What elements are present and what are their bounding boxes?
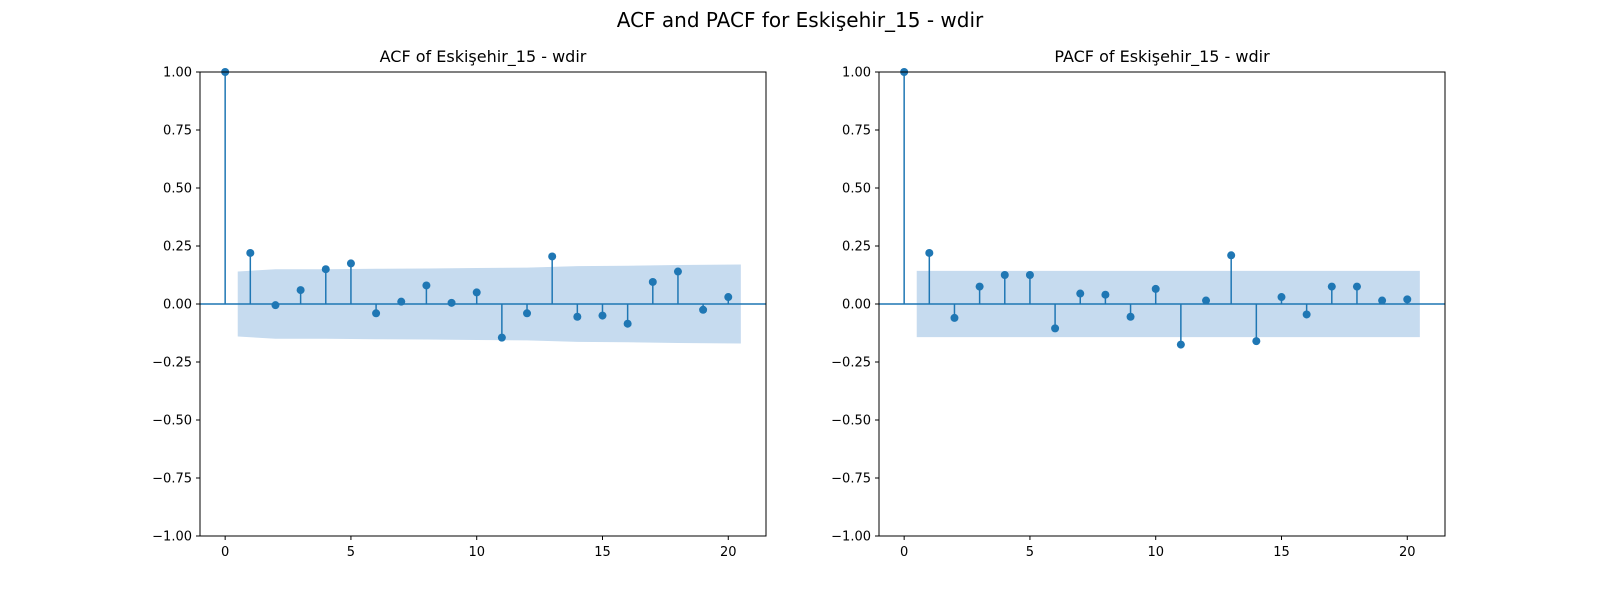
acf-marker-lag-16: [623, 319, 632, 328]
acf-xtick-label: 20: [720, 545, 737, 560]
pacf-marker-lag-19: [1378, 296, 1387, 305]
pacf-marker-lag-17: [1327, 282, 1336, 291]
pacf-marker-lag-15: [1277, 293, 1286, 302]
pacf-panel: 1.00 0.75 0.50 0.25 0.00 −0.25 −0.50 −0.75 −1.00…: [831, 47, 1446, 560]
acf-marker-lag-19: [699, 305, 708, 314]
acf-ytick-label: 0.75: [163, 124, 192, 139]
pacf-ytick-label: −0.25: [831, 356, 871, 371]
pacf-ytick-label: 0.50: [842, 182, 871, 197]
acf-marker-lag-15: [598, 311, 607, 320]
acf-marker-lag-17: [648, 277, 657, 286]
pacf-ytick-label: −0.75: [831, 472, 871, 487]
acf-ytick-label: 0.50: [163, 182, 192, 197]
pacf-marker-lag-18: [1352, 282, 1361, 291]
pacf-marker-lag-1: [925, 248, 934, 257]
pacf-marker-lag-7: [1076, 289, 1085, 298]
pacf-title: PACF of Eskişehir_15 - wdir: [1054, 47, 1270, 67]
pacf-marker-lag-11: [1176, 340, 1185, 349]
acf-xtick-label: 5: [347, 545, 355, 560]
figure-title: ACF and PACF for Eskişehir_15 - wdir: [617, 8, 984, 32]
pacf-marker-lag-16: [1302, 310, 1311, 319]
pacf-ytick-label: −0.50: [831, 414, 871, 429]
pacf-ytick-label: −1.00: [831, 530, 871, 545]
acf-ytick-label: −0.50: [152, 414, 192, 429]
acf-marker-lag-9: [447, 298, 456, 307]
acf-marker-lag-3: [296, 286, 305, 295]
pacf-xtick-label: 10: [1147, 545, 1164, 560]
pacf-xtick-label: 0: [900, 545, 908, 560]
acf-ytick-label: −1.00: [152, 530, 192, 545]
pacf-xtick-label: 20: [1399, 545, 1416, 560]
pacf-xtick-label: 5: [1026, 545, 1034, 560]
pacf-ytick-label: 0.25: [842, 240, 871, 255]
acf-ytick-label: −0.75: [152, 472, 192, 487]
pacf-marker-lag-20: [1403, 295, 1412, 304]
acf-marker-lag-18: [673, 267, 682, 276]
pacf-marker-lag-13: [1227, 251, 1236, 260]
acf-xtick-label: 15: [594, 545, 611, 560]
pacf-xtick-label: 15: [1273, 545, 1290, 560]
acf-marker-lag-10: [472, 288, 481, 297]
pacf-marker-lag-8: [1101, 290, 1110, 299]
pacf-marker-lag-6: [1051, 324, 1060, 333]
pacf-ytick-label: 0.75: [842, 124, 871, 139]
acf-marker-lag-4: [321, 265, 330, 274]
acf-marker-lag-5: [346, 259, 355, 268]
acf-ytick-label: 0.00: [163, 298, 192, 313]
acf-ytick-label: −0.25: [152, 356, 192, 371]
pacf-marker-lag-10: [1151, 284, 1160, 293]
acf-xtick-label: 10: [468, 545, 485, 560]
acf-marker-lag-8: [422, 281, 431, 290]
acf-marker-lag-20: [724, 293, 733, 302]
acf-marker-lag-14: [573, 312, 582, 321]
acf-panel: 1.00 0.75 0.50 0.25 0.00 −0.25 −0.50 −0.75 −1.00…: [152, 47, 767, 560]
pacf-marker-lag-3: [975, 282, 984, 291]
acf-marker-lag-7: [397, 297, 406, 306]
pacf-marker-lag-12: [1202, 296, 1211, 305]
pacf-marker-lag-5: [1025, 271, 1034, 279]
acf-xtick-label: 0: [221, 545, 229, 560]
pacf-marker-lag-4: [1000, 271, 1009, 279]
acf-title: ACF of Eskişehir_15 - wdir: [380, 47, 587, 67]
pacf-ytick-label: 1.00: [842, 66, 871, 81]
pacf-ytick-label: 0.00: [842, 298, 871, 313]
acf-marker-lag-2: [271, 301, 280, 310]
acf-marker-lag-12: [523, 309, 532, 318]
acf-marker-lag-6: [372, 309, 381, 318]
pacf-marker-lag-9: [1126, 312, 1135, 321]
pacf-marker-lag-14: [1252, 337, 1261, 346]
pacf-marker-lag-2: [950, 313, 959, 322]
acf-marker-lag-13: [548, 252, 557, 261]
acf-ytick-label: 1.00: [163, 66, 192, 81]
acf-marker-lag-1: [246, 248, 255, 257]
acf-marker-lag-11: [497, 333, 506, 342]
acf-ytick-label: 0.25: [163, 240, 192, 255]
